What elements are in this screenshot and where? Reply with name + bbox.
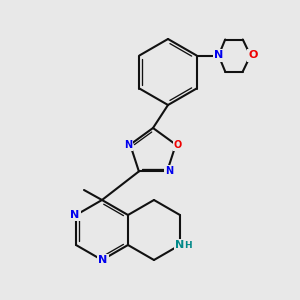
Text: O: O — [249, 50, 258, 61]
Text: H: H — [184, 242, 192, 250]
Text: N: N — [70, 210, 80, 220]
Text: N: N — [175, 240, 184, 250]
Text: N: N — [98, 255, 108, 265]
Text: N: N — [214, 50, 223, 61]
Text: O: O — [174, 140, 182, 150]
Text: N: N — [124, 140, 132, 150]
Text: N: N — [165, 167, 173, 176]
